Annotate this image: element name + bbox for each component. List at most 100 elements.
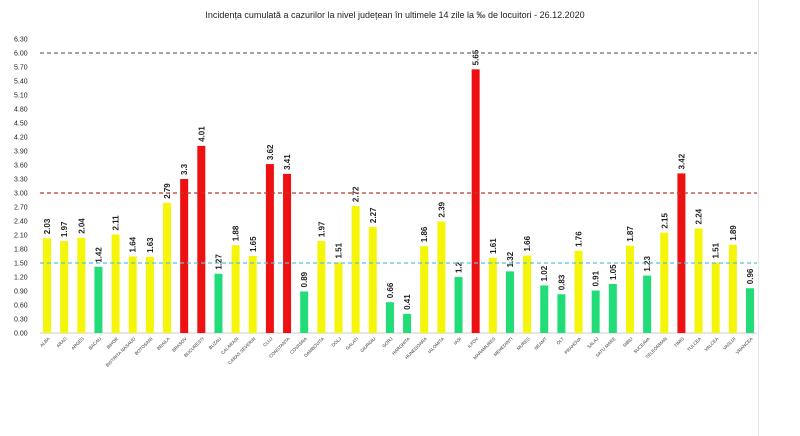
bar-ialomita — [437, 221, 446, 333]
bar-bacau — [94, 266, 103, 333]
y-tick-label: 0.90 — [14, 289, 28, 296]
bar-alba — [43, 238, 51, 333]
y-tick-label: 4.50 — [14, 121, 28, 128]
bar-valcea — [711, 262, 720, 333]
bar-mures — [523, 255, 532, 333]
category-label: SALAJ — [586, 336, 599, 349]
bar-calarasi — [231, 245, 240, 333]
category-label: IALOMITA — [427, 336, 445, 354]
value-label: 0.96 — [746, 268, 755, 284]
value-label: 1.51 — [712, 242, 721, 258]
y-tick-label: 1.20 — [14, 275, 28, 282]
bar-bucuresti — [197, 145, 206, 333]
value-label: 3.42 — [677, 153, 686, 169]
chart-border — [758, 0, 759, 436]
value-label: 1.61 — [489, 238, 498, 254]
y-tick-label: 5.10 — [14, 93, 28, 100]
y-tick-label: 0.00 — [14, 331, 28, 338]
value-label: 1.05 — [609, 264, 618, 280]
chart-title: Incidența cumulată a cazurilor la nivel … — [205, 10, 585, 20]
category-label: TIMIS — [673, 336, 685, 348]
bar-cluj — [265, 164, 274, 333]
value-label: 0.66 — [386, 282, 395, 298]
category-label: PRAHOVA — [563, 336, 582, 355]
value-label: 2.79 — [163, 183, 172, 199]
bar-mehedinti — [505, 271, 514, 333]
value-label: 2.27 — [369, 207, 378, 223]
bar-caras-severin — [248, 256, 257, 333]
category-label: BACAU — [88, 336, 103, 351]
category-label: TULCEA — [686, 336, 702, 352]
bar-salaj — [591, 290, 600, 333]
value-label: 1.65 — [249, 236, 258, 252]
value-label: 1.27 — [214, 254, 223, 270]
bar-covasna — [300, 291, 309, 333]
category-label: BUZAU — [208, 336, 222, 350]
bar-constanta — [283, 173, 292, 333]
bar-galati — [351, 206, 360, 333]
value-label: 1.97 — [317, 221, 326, 237]
category-label: SIBIU — [622, 336, 634, 348]
bar-prahova — [574, 250, 583, 333]
category-label: ILFOV — [467, 336, 480, 349]
value-label: 2.15 — [660, 213, 669, 229]
bar-arad — [60, 241, 69, 333]
value-label: 0.41 — [403, 294, 412, 310]
y-tick-label: 5.70 — [14, 65, 28, 72]
bar-olt — [557, 294, 566, 333]
y-tick-label: 0.30 — [14, 317, 28, 324]
bar-braila — [163, 202, 172, 333]
value-label: 1.2 — [455, 261, 464, 273]
bar-harghita — [403, 313, 412, 333]
value-label: 0.89 — [300, 271, 309, 287]
value-label: 1.66 — [523, 235, 532, 251]
bar-suceava — [643, 275, 652, 333]
value-label: 1.63 — [146, 237, 155, 253]
category-label: MURES — [516, 336, 531, 351]
value-label: 1.32 — [506, 251, 515, 267]
category-label: DOLJ — [331, 336, 343, 348]
category-label: GIURGIU — [359, 336, 376, 353]
category-label: GALATI — [345, 336, 360, 351]
y-tick-label: 2.40 — [14, 219, 28, 226]
y-tick-label: 5.40 — [14, 79, 28, 86]
value-label: 4.01 — [197, 126, 206, 142]
bar-satu-mare — [608, 284, 617, 333]
bar-dambovita — [317, 241, 326, 333]
value-label: 2.24 — [695, 208, 704, 224]
bar-sibiu — [625, 245, 634, 333]
category-label: BISTRITA NASAUD — [105, 336, 137, 368]
value-label: 1.02 — [540, 265, 549, 281]
value-label: 1.76 — [575, 231, 584, 247]
y-tick-label: 3.60 — [14, 163, 28, 170]
category-label: OLT — [556, 336, 566, 346]
value-label: 1.87 — [626, 226, 635, 242]
value-label: 0.91 — [592, 270, 601, 286]
y-tick-label: 0.60 — [14, 303, 28, 310]
category-label: BRAILA — [156, 336, 171, 351]
y-tick-label: 6.00 — [14, 51, 28, 58]
value-label: 3.3 — [180, 163, 189, 175]
bar-bihor — [111, 234, 120, 333]
bar-giurgiu — [368, 227, 377, 333]
category-label: NEAMT — [533, 336, 548, 351]
y-tick-label: 3.90 — [14, 149, 28, 156]
bar-bistrita-nasaud — [128, 256, 137, 333]
y-tick-label: 1.80 — [14, 247, 28, 254]
bar-neamt — [540, 285, 549, 333]
bar-dolj — [334, 262, 343, 333]
value-label: 1.64 — [129, 236, 138, 252]
value-label: 3.41 — [283, 154, 292, 170]
value-label: 2.03 — [43, 218, 52, 234]
y-tick-label: 3.30 — [14, 177, 28, 184]
value-label: 0.83 — [557, 274, 566, 290]
category-label: VASLUI — [722, 336, 737, 351]
bar-maramures — [488, 257, 497, 333]
bar-iasi — [454, 277, 463, 333]
value-label: 2.04 — [77, 218, 86, 234]
value-label: 1.97 — [60, 221, 69, 237]
y-tick-label: 2.10 — [14, 233, 28, 240]
category-label: ARGES — [70, 336, 85, 351]
value-label: 3.62 — [266, 144, 275, 160]
